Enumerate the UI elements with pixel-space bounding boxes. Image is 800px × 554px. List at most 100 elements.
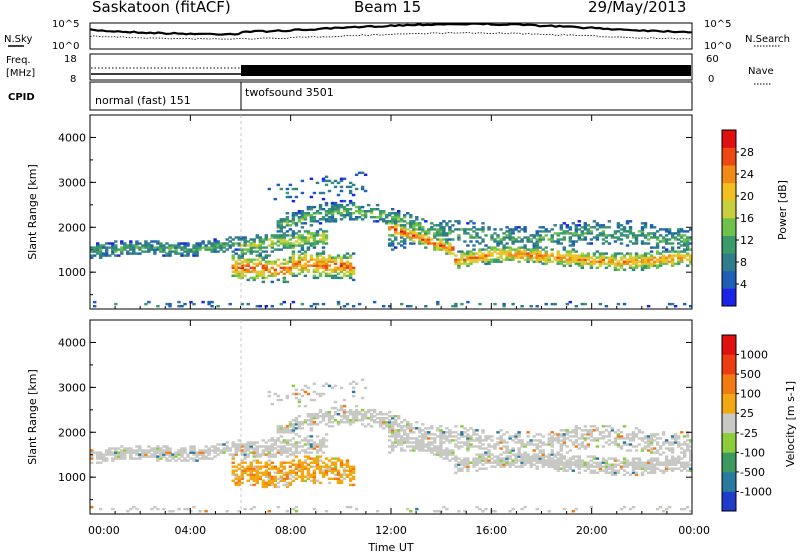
heatmap-cell (689, 453, 693, 456)
heatmap-cell (616, 236, 621, 239)
heatmap-cell (264, 485, 269, 489)
heatmap-cell (574, 431, 579, 434)
heatmap-cell (406, 427, 410, 430)
heatmap-cell (147, 246, 151, 249)
heatmap-cell (342, 413, 347, 416)
heatmap-cell (348, 505, 353, 509)
heatmap-cell (613, 258, 618, 261)
heatmap-cell (303, 404, 308, 408)
heatmap-cell (174, 246, 178, 249)
heatmap-cell (469, 260, 473, 263)
heatmap-cell (421, 433, 425, 436)
heatmap-cell (439, 431, 443, 434)
heatmap-cell (430, 449, 434, 452)
heatmap-cell (273, 248, 278, 251)
heatmap-cell (613, 230, 618, 233)
heatmap-cell (472, 260, 476, 263)
heatmap-cell (499, 228, 503, 231)
heatmap-cell (291, 199, 296, 203)
heatmap-cell (354, 218, 359, 221)
heatmap-cell (484, 234, 488, 237)
heatmap-cell (255, 234, 260, 237)
heatmap-cell (520, 443, 524, 446)
heatmap-cell (604, 226, 609, 229)
heatmap-cell (517, 459, 521, 462)
heatmap-cell (318, 234, 323, 237)
heatmap-cell (616, 435, 621, 438)
heatmap-cell (288, 423, 293, 426)
heatmap-cell (273, 465, 278, 468)
heatmap-cell (442, 246, 446, 249)
heatmap-cell (568, 238, 573, 241)
heatmap-cell (303, 475, 308, 479)
heatmap-cell (291, 234, 296, 237)
colorbar-segment (722, 374, 736, 394)
heatmap-cell (643, 264, 648, 267)
heatmap-cell (463, 461, 467, 464)
heatmap-cell (448, 232, 452, 235)
heatmap-cell (114, 447, 118, 450)
heatmap-cell (300, 475, 305, 479)
heatmap-cell (348, 465, 353, 468)
heatmap-cell (550, 238, 554, 241)
heatmap-cell (616, 433, 621, 436)
heatmap-cell (445, 248, 449, 251)
heatmap-cell (345, 252, 350, 255)
heatmap-cell (487, 252, 491, 255)
heatmap-cell (249, 270, 253, 274)
heatmap-cell (595, 236, 600, 239)
heatmap-cell (562, 232, 567, 235)
heatmap-cell (366, 408, 371, 412)
heatmap-cell (162, 250, 166, 253)
heatmap-cell (273, 392, 278, 396)
colorbar-segment (722, 200, 736, 219)
heatmap-cell (571, 258, 576, 261)
heatmap-cell (680, 507, 684, 511)
heatmap-cell (282, 276, 287, 280)
heatmap-cell (273, 274, 278, 278)
heatmap-cell (252, 453, 256, 456)
heatmap-cell (538, 457, 542, 460)
heatmap-cell (598, 463, 603, 466)
heatmap-cell (607, 258, 612, 261)
heatmap-cell (613, 441, 618, 444)
heatmap-cell (168, 305, 172, 308)
noise-right-tick-top: 10^5 (704, 19, 731, 30)
heatmap-cell (619, 266, 624, 270)
heatmap-cell (643, 260, 648, 263)
heatmap-cell (270, 447, 275, 450)
heatmap-cell (409, 224, 413, 227)
heatmap-cell (391, 423, 395, 426)
heatmap-cell (394, 222, 398, 225)
heatmap-cell (505, 459, 509, 462)
heatmap-cell (258, 477, 263, 481)
heatmap-cell (628, 256, 633, 259)
heatmap-cell (601, 469, 606, 472)
freq-panel-frame (89, 53, 693, 81)
heatmap-cell (415, 236, 419, 239)
heatmap-cell (583, 463, 588, 466)
heatmap-cell (279, 451, 284, 454)
heatmap-cell (463, 232, 467, 235)
heatmap-cell (514, 435, 518, 438)
heatmap-cell (306, 441, 311, 444)
heatmap-cell (493, 447, 497, 450)
heatmap-cell (303, 222, 308, 225)
heatmap-cell (655, 433, 660, 436)
heatmap-cell (270, 461, 275, 464)
heatmap-cell (670, 443, 675, 446)
heatmap-cell (535, 453, 539, 456)
heatmap-cell (481, 252, 485, 255)
heatmap-cell (535, 254, 539, 257)
heatmap-cell (493, 510, 497, 513)
heatmap-cell (652, 435, 657, 438)
heatmap-cell (496, 252, 500, 255)
heatmap-cell (240, 449, 244, 452)
heatmap-cell (180, 305, 184, 308)
heatmap-cell (592, 258, 597, 261)
heatmap-cell (439, 437, 443, 440)
heatmap-cell (192, 449, 196, 452)
heatmap-cell (159, 447, 163, 450)
heatmap-cell (514, 453, 518, 456)
heatmap-cell (312, 481, 317, 485)
